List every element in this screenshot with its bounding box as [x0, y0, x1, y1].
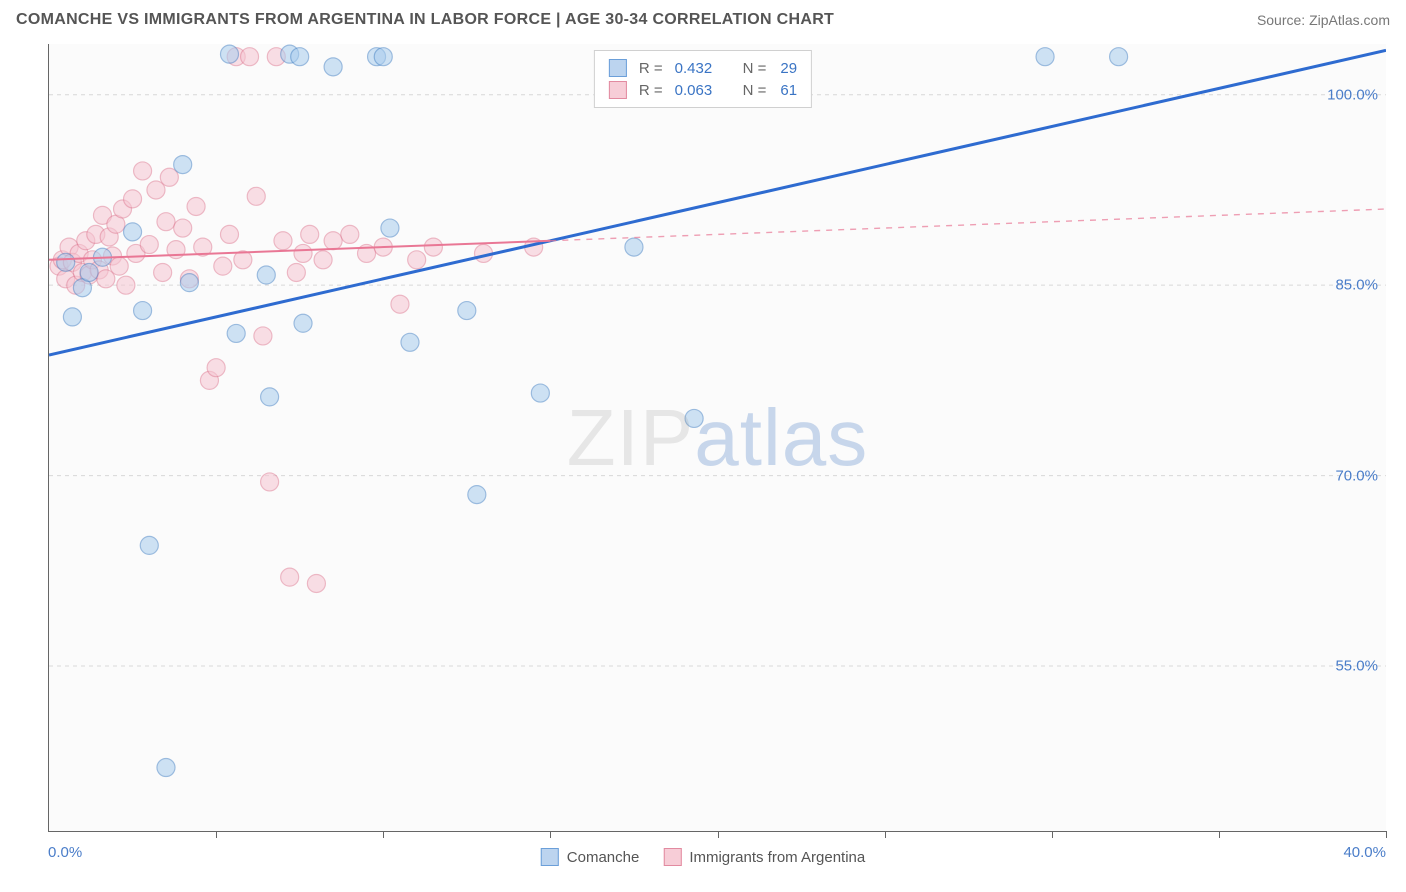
data-point — [408, 251, 426, 269]
legend-series: Comanche Immigrants from Argentina — [541, 848, 865, 866]
r-equals-label: R = — [639, 60, 663, 77]
data-point — [154, 263, 172, 281]
x-axis-tick — [885, 831, 886, 838]
data-point — [254, 327, 272, 345]
source-link[interactable]: ZipAtlas.com — [1309, 12, 1390, 28]
data-point — [531, 384, 549, 402]
legend-correlation-stats: R = 0.432 N = 29 R = 0.063 N = 61 — [594, 50, 812, 108]
data-point — [207, 359, 225, 377]
chart-plot-area: ZIPatlas 100.0%85.0%70.0%55.0% — [48, 44, 1386, 832]
data-point — [424, 238, 442, 256]
n-equals-label: N = — [743, 82, 767, 99]
data-point — [468, 486, 486, 504]
legend-swatch-argentina-icon — [609, 81, 627, 99]
data-point — [80, 263, 98, 281]
data-point — [391, 295, 409, 313]
data-point — [63, 308, 81, 326]
chart-svg — [49, 44, 1386, 831]
legend-swatch-argentina-icon — [663, 848, 681, 866]
x-axis-tick — [383, 831, 384, 838]
data-point — [257, 266, 275, 284]
data-point — [274, 232, 292, 250]
x-axis-tick — [1219, 831, 1220, 838]
data-point — [180, 274, 198, 292]
data-point — [261, 388, 279, 406]
legend-label-comanche: Comanche — [567, 849, 640, 866]
x-axis-tick — [216, 831, 217, 838]
data-point — [307, 574, 325, 592]
source-attribution: Source: ZipAtlas.com — [1257, 12, 1390, 28]
y-axis-tick-label: 70.0% — [1335, 467, 1378, 484]
legend-item-argentina: Immigrants from Argentina — [663, 848, 865, 866]
data-point — [157, 759, 175, 777]
data-point — [220, 45, 238, 63]
data-point — [324, 58, 342, 76]
legend-swatch-comanche-icon — [609, 59, 627, 77]
legend-stats-row-1: R = 0.432 N = 29 — [609, 57, 797, 79]
y-axis-tick-label: 100.0% — [1327, 86, 1378, 103]
n-value-comanche: 29 — [780, 60, 797, 77]
r-equals-label: R = — [639, 82, 663, 99]
data-point — [110, 257, 128, 275]
x-axis-tick — [1386, 831, 1387, 838]
data-point — [374, 48, 392, 66]
data-point — [187, 197, 205, 215]
data-point — [625, 238, 643, 256]
data-point — [220, 225, 238, 243]
data-point — [140, 536, 158, 554]
data-point — [281, 568, 299, 586]
data-point — [57, 253, 75, 271]
x-axis-tick — [1052, 831, 1053, 838]
data-point — [401, 333, 419, 351]
data-point — [458, 302, 476, 320]
data-point — [134, 302, 152, 320]
x-axis-tick — [718, 831, 719, 838]
data-point — [124, 190, 142, 208]
y-axis-tick-label: 85.0% — [1335, 277, 1378, 294]
data-point — [241, 48, 259, 66]
trend-line-extrapolated — [550, 209, 1386, 241]
data-point — [301, 225, 319, 243]
data-point — [291, 48, 309, 66]
r-value-argentina: 0.063 — [675, 82, 725, 99]
source-prefix: Source: — [1257, 12, 1309, 28]
data-point — [294, 314, 312, 332]
data-point — [117, 276, 135, 294]
data-point — [685, 409, 703, 427]
data-point — [134, 162, 152, 180]
data-point — [174, 156, 192, 174]
legend-stats-row-2: R = 0.063 N = 61 — [609, 79, 797, 101]
data-point — [1110, 48, 1128, 66]
chart-title: COMANCHE VS IMMIGRANTS FROM ARGENTINA IN… — [16, 11, 834, 29]
data-point — [247, 187, 265, 205]
data-point — [294, 244, 312, 262]
data-point — [324, 232, 342, 250]
data-point — [1036, 48, 1054, 66]
x-axis-min-label: 0.0% — [48, 844, 82, 861]
data-point — [214, 257, 232, 275]
n-equals-label: N = — [743, 60, 767, 77]
legend-swatch-comanche-icon — [541, 848, 559, 866]
x-axis-max-label: 40.0% — [1343, 844, 1386, 861]
n-value-argentina: 61 — [780, 82, 797, 99]
legend-label-argentina: Immigrants from Argentina — [689, 849, 865, 866]
x-axis-tick — [550, 831, 551, 838]
data-point — [314, 251, 332, 269]
r-value-comanche: 0.432 — [675, 60, 725, 77]
data-point — [157, 213, 175, 231]
data-point — [140, 236, 158, 254]
data-point — [174, 219, 192, 237]
data-point — [287, 263, 305, 281]
legend-item-comanche: Comanche — [541, 848, 640, 866]
data-point — [261, 473, 279, 491]
data-point — [381, 219, 399, 237]
data-point — [124, 223, 142, 241]
data-point — [341, 225, 359, 243]
data-point — [227, 324, 245, 342]
y-axis-tick-label: 55.0% — [1335, 657, 1378, 674]
